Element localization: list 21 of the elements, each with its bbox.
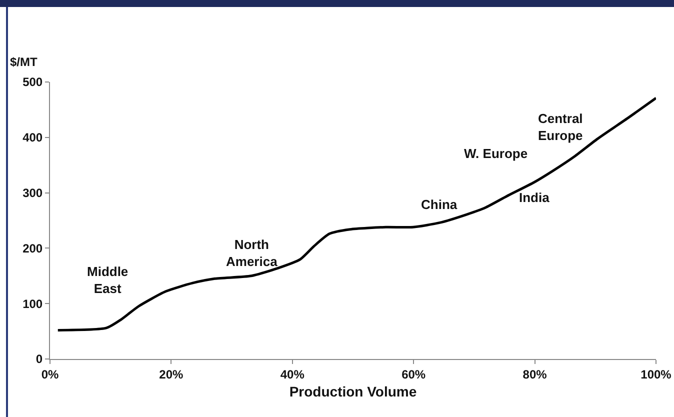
x-tick-label: 0%	[41, 367, 59, 382]
x-tick-label: 40%	[280, 367, 305, 382]
y-tick-label: 300	[22, 186, 43, 200]
x-tick-label: 20%	[159, 367, 184, 382]
annotation: China	[421, 197, 458, 212]
annotation: W. Europe	[464, 146, 528, 161]
annotation: North America	[226, 237, 278, 269]
x-tick-label: 60%	[402, 367, 426, 382]
annotation: Central Europe	[538, 111, 583, 143]
x-tick-label: 100%	[640, 367, 672, 382]
line-series	[56, 96, 656, 332]
annotation: Middle East	[87, 264, 128, 296]
y-tick-label: 200	[22, 241, 43, 256]
y-tick-label: 100	[22, 296, 43, 311]
y-tick-label: 500	[22, 75, 43, 90]
y-tick-label: 0	[36, 352, 43, 366]
annotation: India	[519, 190, 550, 205]
x-tick-label: 80%	[522, 367, 548, 382]
y-axis-title: $/MT	[10, 55, 38, 69]
x-axis-title: Production Volume	[289, 384, 417, 400]
y-tick-label: 400	[22, 130, 43, 145]
